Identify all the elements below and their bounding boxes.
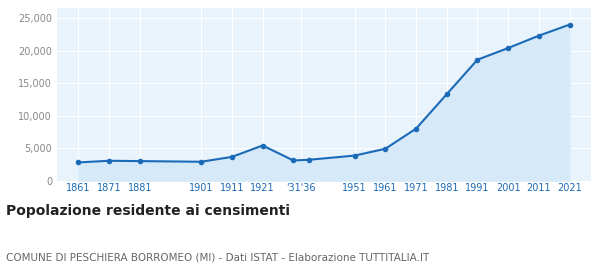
Text: COMUNE DI PESCHIERA BORROMEO (MI) - Dati ISTAT - Elaborazione TUTTITALIA.IT: COMUNE DI PESCHIERA BORROMEO (MI) - Dati… (6, 252, 429, 262)
Point (503, 46, 513, 50)
Point (289, 158, 298, 163)
Point (104, 158, 114, 163)
Point (258, 143, 268, 148)
Point (135, 159, 145, 163)
Point (534, 33, 544, 38)
Point (304, 158, 313, 162)
Text: Popolazione residente ai censimenti: Popolazione residente ai censimenti (6, 204, 290, 218)
Point (196, 160, 206, 164)
Point (565, 22, 574, 27)
Point (411, 126, 421, 131)
Point (442, 92, 452, 96)
Point (227, 155, 237, 159)
Point (380, 146, 390, 151)
Point (350, 153, 359, 158)
Point (473, 57, 482, 62)
Point (74, 160, 83, 165)
